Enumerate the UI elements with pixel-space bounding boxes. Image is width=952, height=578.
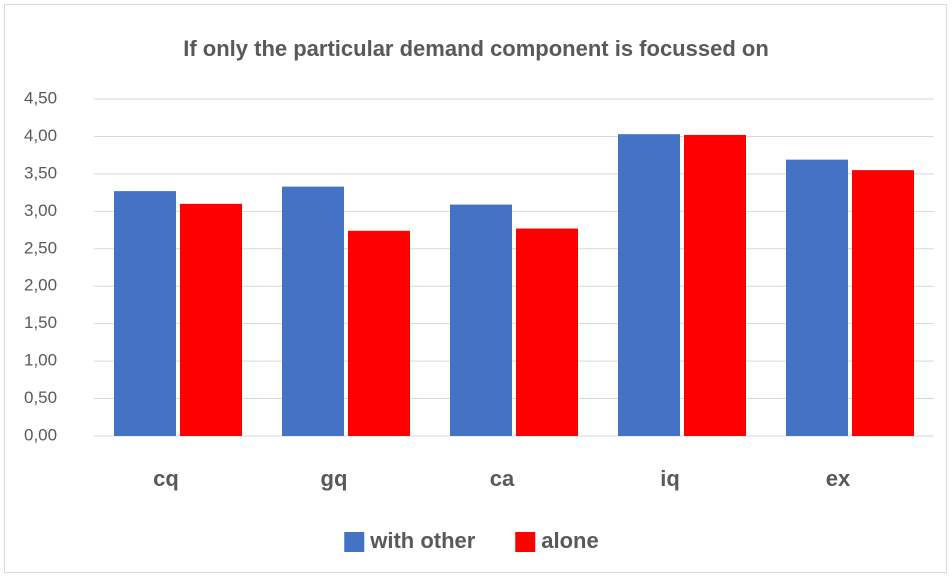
bar [114,191,176,436]
y-tick-label: 4,50 [24,88,57,107]
y-tick-label: 0,00 [24,425,57,444]
legend-label: alone [541,528,598,553]
y-tick-label: 1,50 [24,313,57,332]
chart-title: If only the particular demand component … [183,36,769,61]
bar [516,228,578,436]
bar [348,230,410,436]
y-tick-label: 2,00 [24,276,57,295]
bar [450,204,512,436]
y-tick-label: 2,50 [24,238,57,257]
x-tick-label: iq [660,466,680,491]
legend-swatch [344,532,365,552]
y-tick-label: 4,00 [24,126,57,145]
bar [786,159,848,436]
bar [618,134,680,436]
legend-swatch [515,532,536,552]
legend-label: with other [369,528,476,553]
x-tick-label: ca [490,466,515,491]
bar [852,170,914,436]
y-tick-label: 3,50 [24,163,57,182]
bar [282,186,344,436]
y-tick-label: 0,50 [24,388,57,407]
y-tick-label: 3,00 [24,201,57,220]
x-tick-label: gq [321,466,348,491]
x-tick-label: cq [153,466,179,491]
bar [684,134,746,437]
x-tick-label: ex [826,466,851,491]
y-tick-label: 1,00 [24,351,57,370]
bar [180,203,242,436]
